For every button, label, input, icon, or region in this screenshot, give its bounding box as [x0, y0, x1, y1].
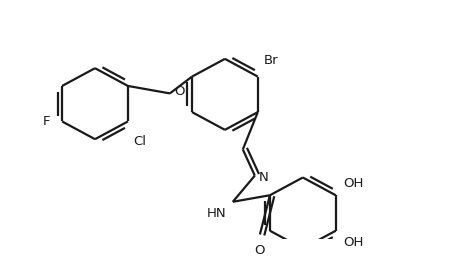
Text: O: O	[174, 85, 184, 98]
Text: N: N	[259, 171, 269, 184]
Text: F: F	[43, 115, 50, 128]
Text: OH: OH	[344, 236, 364, 249]
Text: OH: OH	[344, 177, 364, 190]
Text: O: O	[255, 244, 265, 256]
Text: Br: Br	[264, 54, 278, 67]
Text: HN: HN	[207, 207, 227, 220]
Text: Cl: Cl	[133, 135, 146, 148]
